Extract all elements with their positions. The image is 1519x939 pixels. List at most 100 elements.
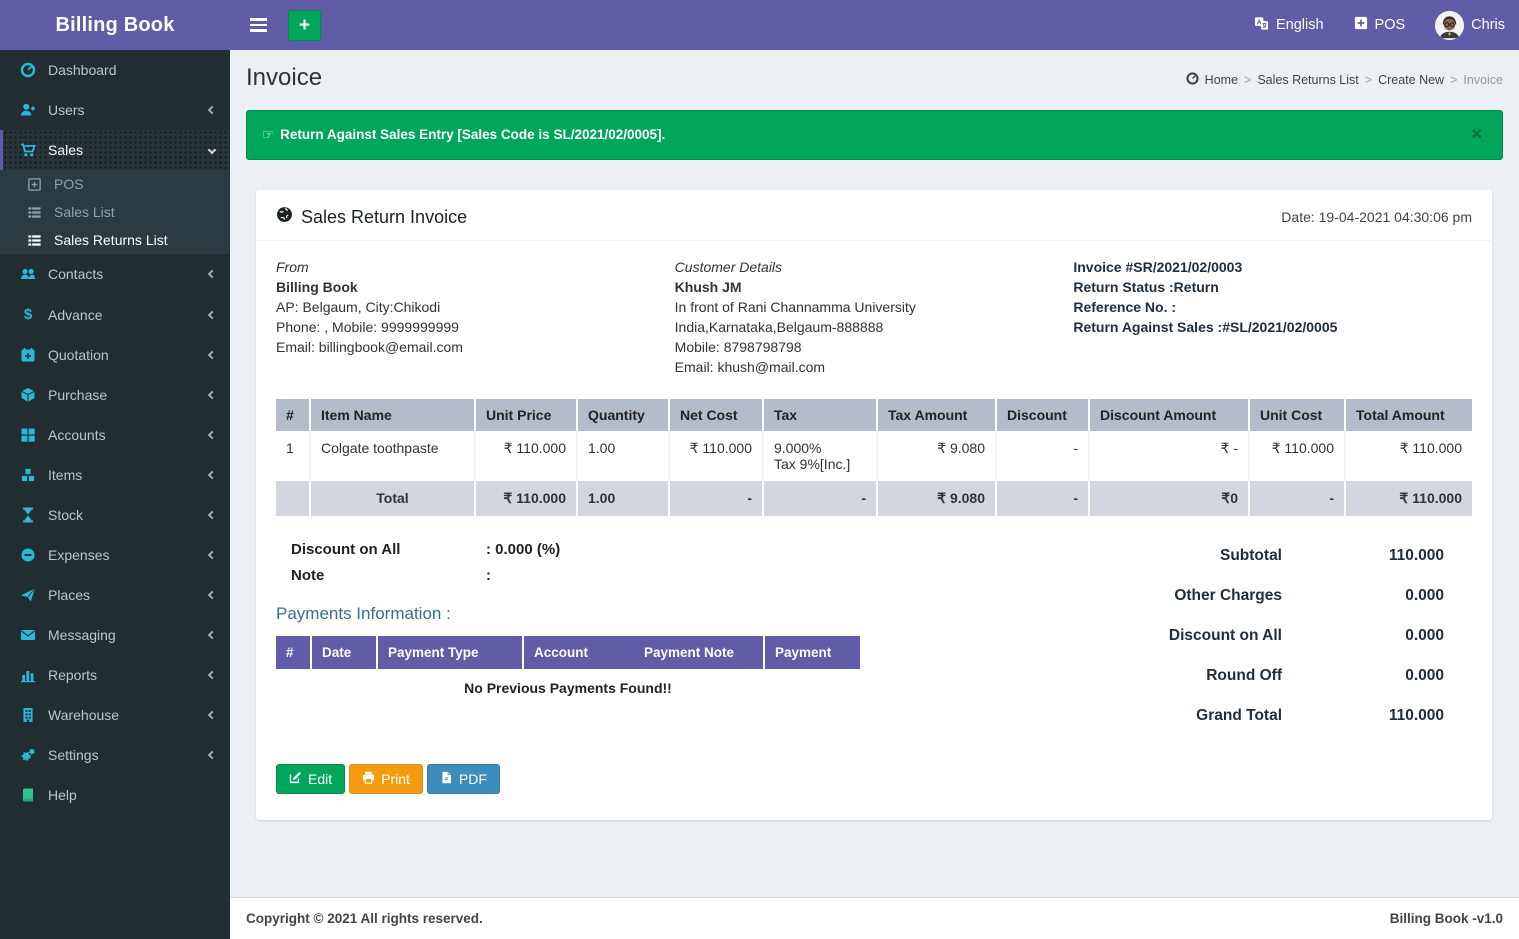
sidebar-item-sales[interactable]: Sales [0,130,230,170]
paper-plane-icon [18,587,38,603]
chevron-left-icon [207,269,217,279]
top-navbar: Billing Book + A English POS [0,0,1519,50]
note-row: Note : [291,567,1042,584]
sidebar-item-expenses[interactable]: Expenses [0,535,230,575]
language-menu[interactable]: A English [1254,16,1324,35]
summary-round-off: Round Off 0.000 [1206,667,1444,684]
sidebar-item-users[interactable]: Users [0,90,230,130]
sidebar-toggle-button[interactable] [244,7,273,43]
chevron-left-icon [207,470,217,480]
payments-heading: Payments Information : [276,604,451,623]
items-total-row: Total ₹ 110.000 1.00 - - ₹ 9.080 - ₹0 - … [276,481,1472,516]
tax-rate: 9.000% [774,440,822,456]
grid-icon [18,427,38,443]
hand-point-right-icon: ☞ [262,127,275,142]
page-title: Invoice [246,64,323,91]
gears-icon [18,747,38,763]
sidebar-item-accounts[interactable]: Accounts [0,415,230,455]
cubes-icon [18,467,38,483]
chevron-down-icon [207,145,217,155]
hamburger-icon [250,18,267,32]
print-label: Print [381,771,410,787]
sidebar-item-messaging[interactable]: Messaging [0,615,230,655]
sidebar-item-advance[interactable]: $ Advance [0,294,230,335]
payments-header-row: # Date Payment Type Account Payment Note… [276,636,860,669]
from-block: From Billing Book AP: Belgaum, City:Chik… [276,257,675,377]
sidebar-item-dashboard[interactable]: Dashboard [0,50,230,90]
return-status: Return Status :Return [1073,279,1219,295]
customer-block: Customer Details Khush JM In front of Ra… [675,257,1074,377]
cart-icon [18,142,38,158]
edit-icon [289,771,302,787]
summary-other-charges: Other Charges 0.000 [1174,587,1444,604]
breadcrumb-create-new[interactable]: Create New [1378,73,1445,87]
sidebar-item-stock[interactable]: Stock [0,495,230,535]
breadcrumb-sales-returns-list[interactable]: Sales Returns List [1257,73,1359,87]
sidebar-item-reports[interactable]: Reports [0,655,230,695]
sidebar: Dashboard Users Sales POS Sales List Sal… [0,50,230,939]
customer-name: Khush JM [674,279,742,295]
customer-heading: Customer Details [674,259,783,275]
dashboard-icon [1186,72,1199,88]
item-row: 1 Colgate toothpaste ₹ 110.000 1.00 ₹ 11… [276,431,1472,481]
svg-text:A: A [1257,19,1262,26]
sidebar-item-contacts[interactable]: Contacts [0,254,230,294]
sidebar-item-quotation[interactable]: Quotation [0,335,230,375]
app-brand: Billing Book [55,13,175,36]
close-icon[interactable]: × [1471,124,1482,144]
chevron-left-icon [207,310,217,319]
sidebar-item-items[interactable]: Items [0,455,230,495]
summary-discount-on-all: Discount on All 0.000 [1168,627,1444,644]
success-alert: ☞ Return Against Sales Entry [Sales Code … [246,110,1503,160]
discount-on-all-label: Discount on All [291,541,401,558]
sidebar-subitem-pos[interactable]: POS [0,170,230,198]
chevron-left-icon [207,590,217,600]
customer-email: Email: khush@mail.com [674,359,826,375]
tax-name: Tax 9%[Inc.] [774,456,851,472]
from-name: Billing Book [276,279,358,295]
chevron-left-icon [207,670,217,680]
note-label: Note [291,567,325,584]
book-icon [18,787,38,803]
sidebar-subitem-sales-list[interactable]: Sales List [0,198,230,226]
pos-shortcut[interactable]: POS [1354,16,1405,34]
pdf-button[interactable]: PDF [426,764,500,794]
breadcrumb-home[interactable]: Home [1204,73,1239,87]
customer-address-2: India,Karnataka,Belgaum-888888 [674,319,884,335]
chevron-left-icon [207,630,217,640]
list-icon [24,233,44,248]
bar-chart-icon [18,667,38,683]
printer-icon [362,771,375,787]
sidebar-item-warehouse[interactable]: Warehouse [0,695,230,735]
edit-button[interactable]: Edit [276,764,346,794]
sidebar-item-settings[interactable]: Settings [0,735,230,775]
sidebar-item-purchase[interactable]: Purchase [0,375,230,415]
file-pdf-icon [440,771,453,787]
user-menu[interactable]: Chris [1435,10,1505,40]
sidebar-item-places[interactable]: Places [0,575,230,615]
footer: Copyright © 2021 All rights reserved. Bi… [230,897,1519,939]
invoice-date: Date: 19-04-2021 04:30:06 pm [1281,209,1472,225]
sidebar-item-help[interactable]: Help [0,775,230,815]
print-button[interactable]: Print [349,764,423,794]
quick-add-button[interactable]: + [288,9,321,41]
from-email: Email: billingbook@email.com [276,339,463,355]
users-group-icon [18,266,38,282]
customer-mobile: Mobile: 8798798798 [674,339,802,355]
payments-empty-row: No Previous Payments Found!! [276,669,860,707]
sidebar-subitem-sales-returns-list[interactable]: Sales Returns List [0,226,230,254]
summary-grand-total: Grand Total 110.000 [1196,707,1444,724]
items-table: # Item Name Unit Price Quantity Net Cost… [276,399,1472,516]
breadcrumb-invoice: Invoice [1463,73,1503,87]
chevron-left-icon [207,750,217,760]
minus-circle-icon [18,547,38,563]
chevron-left-icon [207,350,217,360]
payments-table: # Date Payment Type Account Payment Note… [276,636,860,707]
pdf-label: PDF [458,771,487,787]
plus-square-icon [1354,16,1368,34]
building-icon [18,707,38,723]
dollar-icon: $ [23,306,33,323]
summary-subtotal: Subtotal 110.000 [1220,547,1444,564]
user-avatar [1435,10,1465,40]
user-plus-icon [18,102,38,118]
